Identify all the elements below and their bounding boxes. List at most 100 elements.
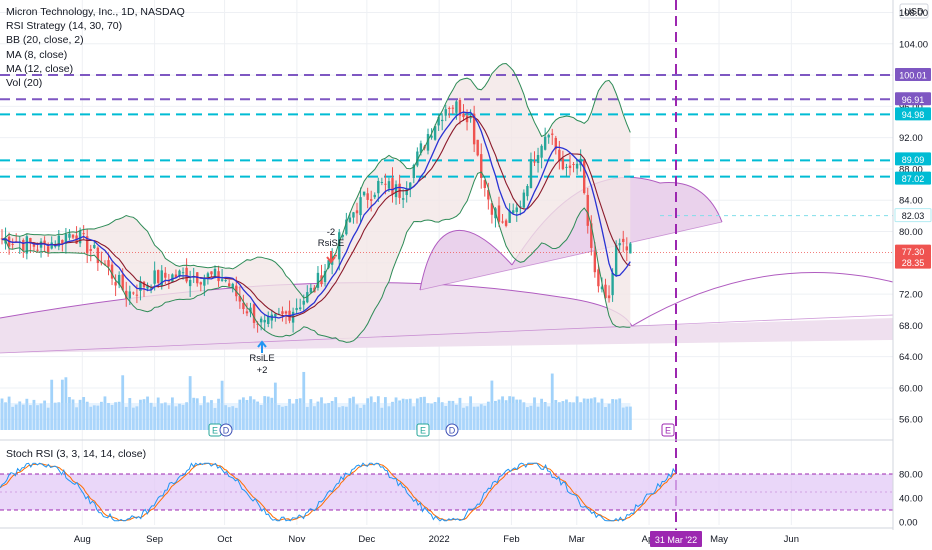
time-tick: Jun — [784, 534, 799, 545]
candle-body — [341, 234, 344, 237]
legend-bollinger[interactable]: BB (20, close, 2) — [6, 34, 84, 47]
candle-body — [68, 233, 71, 238]
event-marker-label: D — [449, 426, 456, 436]
volume-bar — [316, 401, 320, 430]
volume-bar — [561, 401, 565, 430]
candle-body — [426, 134, 430, 151]
candle-body — [188, 280, 192, 287]
price-tag-box — [895, 107, 931, 121]
arc-fill-large — [0, 282, 893, 353]
candle-body — [110, 264, 114, 279]
price-tag-label: 77.30 — [902, 247, 925, 257]
time-tick: Oct — [217, 534, 232, 545]
volume-bar — [57, 402, 61, 430]
volume-bar — [259, 404, 263, 430]
candle-body — [487, 190, 490, 200]
volume-bar — [341, 406, 345, 430]
candle-body — [89, 249, 92, 251]
volume-bar — [32, 399, 36, 430]
legend-stoch-rsi[interactable]: Stoch RSI (3, 3, 14, 14, close) — [6, 448, 147, 460]
candle-body — [327, 260, 330, 268]
candle-body — [526, 186, 529, 197]
earnings-marker — [661, 423, 675, 437]
long-signal-arrow-icon — [257, 340, 267, 353]
chart-title[interactable]: Micron Technology, Inc., 1D, NASDAQ — [6, 6, 185, 18]
candle-body — [181, 272, 185, 274]
volume-bar — [210, 400, 213, 430]
volume-bar — [522, 402, 526, 430]
volume-bar — [156, 397, 160, 430]
legend-rsi-strategy[interactable]: RSI Strategy (14, 30, 70) — [6, 20, 123, 33]
crosshair-date: 31 Mar '22 — [650, 531, 702, 547]
volume-bar — [174, 406, 178, 430]
volume-bar — [178, 403, 181, 430]
candle-body — [430, 135, 433, 138]
event-marker-label: D — [223, 426, 230, 436]
price-tag-box — [895, 152, 931, 166]
candle-body — [82, 233, 85, 235]
price-tag-label: 100.01 — [899, 71, 927, 81]
candle-body — [558, 149, 561, 162]
candle-body — [533, 161, 536, 163]
volume-bar — [14, 404, 18, 430]
candle-body — [259, 318, 263, 323]
candle-body — [206, 273, 210, 278]
candle-body — [242, 302, 245, 310]
candle-body — [490, 203, 494, 215]
volume-bar — [508, 396, 512, 430]
volume-bar — [380, 407, 384, 430]
volume-bar — [142, 399, 146, 430]
candle-body — [607, 295, 611, 299]
candle-body — [338, 232, 341, 260]
candle-body — [220, 279, 224, 281]
time-tick: Nov — [288, 534, 305, 545]
volume-bar — [224, 405, 228, 430]
volume-bar — [529, 405, 533, 430]
price-tag-label: 87.02 — [902, 174, 925, 184]
volume-bar — [36, 405, 39, 430]
volume-bar — [550, 373, 554, 430]
candle-body — [441, 119, 444, 122]
legend-ma12[interactable]: MA (12, close) — [6, 62, 74, 75]
candle-body — [121, 274, 124, 290]
volume-bar — [589, 398, 593, 430]
volume-bar — [220, 380, 224, 430]
volume-bar — [206, 402, 210, 430]
strategy-signals: -2 RsiSE RsiLE +2 — [249, 227, 344, 376]
crosshair-date-label: 31 Mar '22 — [655, 535, 697, 545]
volume-bar — [348, 398, 352, 430]
volume-bar — [447, 400, 451, 430]
price-tick: 88.00 — [899, 164, 923, 175]
volume-bar — [451, 400, 455, 430]
price-tag-box — [895, 92, 931, 106]
legend-ma8[interactable]: MA (8, close) — [6, 48, 68, 61]
volume-bar — [252, 399, 256, 430]
candle-body — [465, 115, 469, 123]
volume-bar — [313, 406, 316, 430]
stoch-k-line — [0, 462, 676, 522]
candle-body — [604, 284, 607, 299]
volume-bar — [266, 396, 270, 430]
volume-bar — [426, 403, 430, 430]
candle-body — [160, 270, 163, 287]
volume-bar — [366, 398, 370, 430]
candle-body — [174, 274, 178, 278]
candle-body — [394, 184, 398, 198]
candle-body — [362, 191, 366, 196]
candle-body — [433, 126, 437, 140]
currency-box — [899, 3, 929, 19]
candle-body — [512, 210, 515, 214]
legend-volume[interactable]: Vol (20) — [6, 77, 43, 90]
volume-bar — [621, 407, 625, 430]
volume-bar — [533, 397, 536, 430]
volume-bar — [600, 398, 604, 430]
candle-body — [625, 246, 628, 251]
arc-baseline — [0, 314, 894, 354]
volume-bar — [401, 398, 405, 430]
candle-body — [135, 294, 139, 296]
volume-bar — [355, 404, 359, 430]
price-tag-box — [895, 171, 931, 185]
candle-body — [384, 183, 387, 185]
candle-body — [171, 274, 174, 282]
